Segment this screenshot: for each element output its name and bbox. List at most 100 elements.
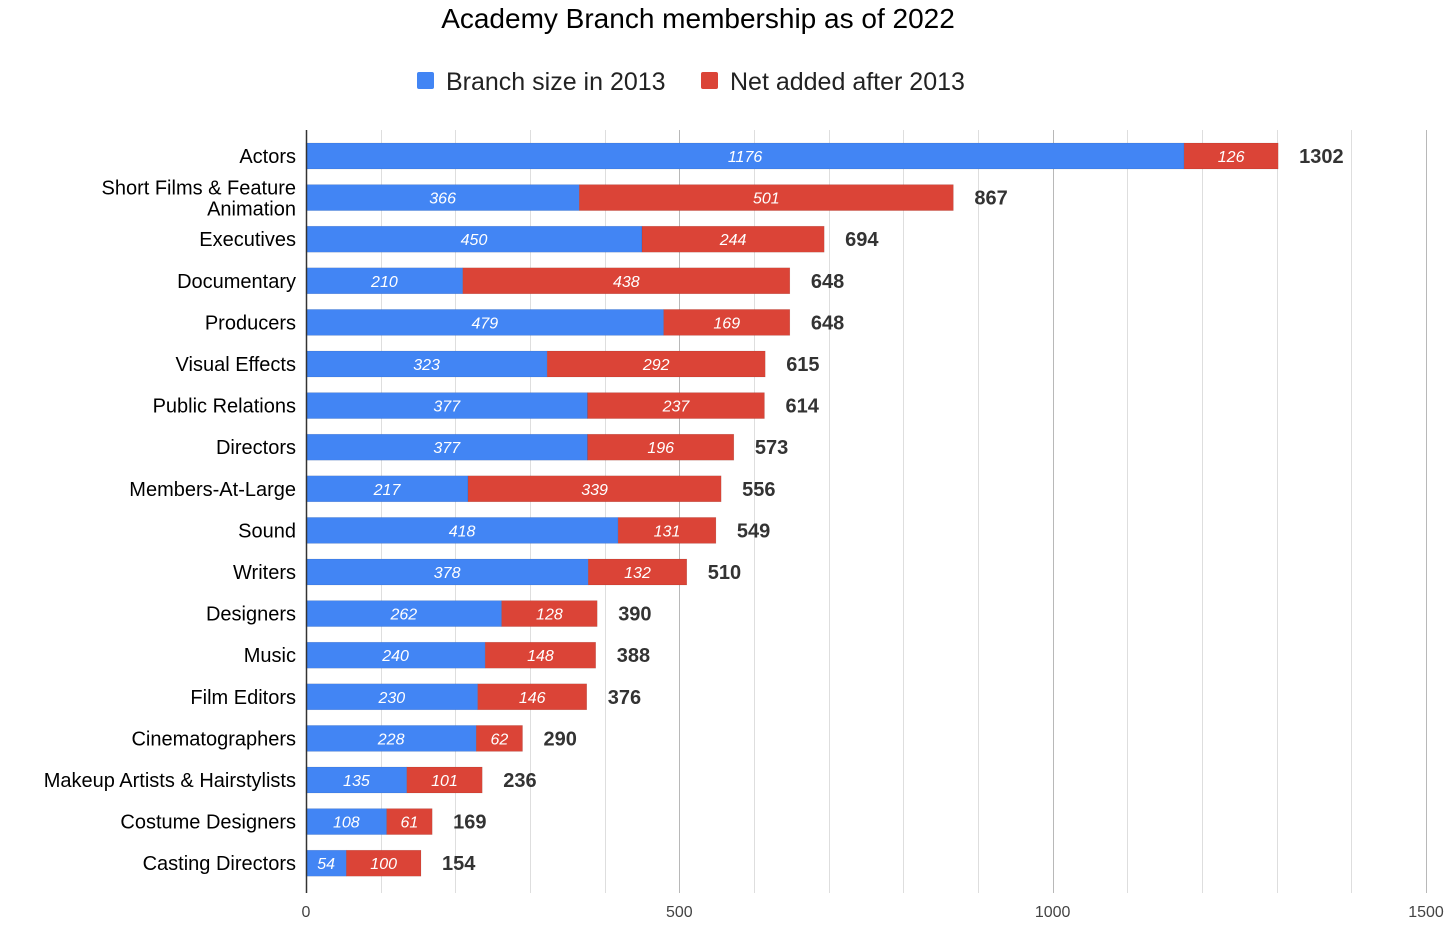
total-value-label: 549 (737, 520, 770, 542)
bar-segment (617, 517, 717, 544)
segment-value-label: 210 (370, 274, 398, 291)
total-value-label: 290 (544, 728, 577, 750)
segment-value-label: 244 (719, 232, 747, 249)
segment-value-label: 377 (433, 399, 461, 416)
bar-segment (467, 475, 722, 503)
segment-value-label: 148 (527, 648, 554, 665)
bars: 1176 126 366 501 450 244 210 438 479 169 323 292 377… (305, 142, 1279, 877)
segment-value-label: 217 (373, 482, 402, 499)
bar-segment (305, 350, 548, 378)
category-label: Costume Designers (120, 812, 296, 834)
bar-segment (305, 433, 588, 461)
segment-value-label: 146 (519, 690, 546, 707)
segment-value-label: 61 (401, 815, 419, 832)
segment-value-label: 100 (370, 856, 397, 873)
category-label: Cinematographers (131, 728, 296, 750)
segment-value-label: 377 (433, 440, 461, 457)
segment-value-label: 237 (662, 399, 691, 416)
legend-label-branch-2013: Branch size in 2013 (446, 68, 666, 96)
bar-segment (346, 849, 422, 877)
bar-segment (305, 184, 580, 211)
bar-segment (305, 517, 619, 544)
segment-value-label: 240 (381, 648, 409, 665)
segment-value-label: 418 (449, 523, 476, 540)
segment-value-label: 292 (642, 357, 670, 374)
total-value-label: 154 (442, 853, 476, 875)
segment-value-label: 339 (581, 482, 608, 499)
segment-value-label: 108 (333, 815, 360, 832)
total-value-label: 388 (617, 645, 650, 667)
total-value-label: 169 (453, 812, 486, 834)
bar-segment (305, 267, 464, 295)
bar-segment (305, 641, 486, 669)
bar-segment (546, 350, 766, 378)
category-label: Documentary (177, 271, 296, 293)
bar-segment (475, 725, 523, 752)
total-value-label: 390 (618, 604, 651, 626)
segment-value-label: 378 (434, 565, 461, 582)
bar-segment (386, 808, 433, 835)
legend-label-net-added: Net added after 2013 (730, 68, 965, 96)
segment-value-label: 126 (1218, 149, 1245, 166)
segment-value-label: 131 (654, 523, 681, 540)
chart-title: Academy Branch membership as of 2022 (441, 3, 955, 34)
total-value-label: 510 (708, 562, 741, 584)
total-value-label: 694 (845, 229, 879, 251)
bar-segment (641, 225, 825, 253)
segment-value-label: 228 (377, 731, 405, 748)
total-value-label: 556 (742, 479, 775, 501)
bar-segment (477, 683, 587, 711)
segment-value-label: 135 (343, 773, 370, 790)
category-label: Members-At-Large (129, 479, 296, 501)
segment-value-label: 438 (613, 274, 640, 291)
segment-value-label: 1176 (728, 149, 763, 166)
gridlines (381, 130, 1427, 893)
category-label: Sound (238, 520, 296, 542)
segment-value-label: 62 (490, 731, 508, 748)
segment-value-label: 132 (624, 565, 651, 582)
segment-value-label: 169 (713, 315, 740, 332)
segment-value-label: 501 (753, 191, 780, 208)
segment-value-label: 262 (389, 607, 417, 624)
category-label: Executives (199, 229, 296, 251)
category-label: Writers (233, 562, 296, 584)
x-tick-label: 500 (666, 904, 693, 921)
bar-segment (579, 184, 954, 211)
bar-segment (587, 392, 765, 419)
segment-value-label: 450 (461, 232, 488, 249)
bar-segment (305, 849, 347, 877)
legend: Branch size in 2013 Net added after 2013 (417, 68, 965, 96)
total-value-label: 615 (786, 354, 819, 376)
segment-value-label: 196 (647, 440, 674, 457)
category-label: Designers (206, 604, 296, 626)
bar-segment (305, 683, 478, 711)
category-label: Music (244, 645, 296, 667)
bar-segment (406, 766, 483, 794)
category-label: Actors (239, 146, 296, 168)
category-label: Casting Directors (143, 853, 296, 875)
segment-value-label: 54 (317, 856, 335, 873)
category-label: Visual Effects (176, 354, 296, 376)
legend-swatch-branch-2013 (417, 72, 434, 89)
bar-segment (587, 433, 735, 461)
bar-segment (462, 267, 791, 295)
x-tick-label: 0 (302, 904, 311, 921)
segment-value-label: 479 (471, 315, 498, 332)
x-axis-ticks: 0 500 1000 1500 (302, 904, 1444, 921)
bar-segment (305, 142, 1185, 170)
segment-value-label: 101 (431, 773, 458, 790)
total-value-label: 573 (755, 437, 788, 459)
x-tick-label: 1500 (1408, 904, 1444, 921)
bar-segment (305, 558, 589, 586)
bar-segment (305, 725, 477, 752)
bar-segment (305, 309, 664, 336)
total-value-label: 236 (503, 770, 536, 792)
category-label: Makeup Artists & Hairstylists (44, 770, 296, 792)
total-value-label: 1302 (1299, 146, 1344, 168)
category-label: Short Films & Feature Animation (101, 178, 296, 221)
bar-segment (305, 600, 502, 627)
category-label: Public Relations (153, 396, 296, 418)
bar-segment (305, 225, 643, 253)
segment-value-label: 366 (429, 191, 456, 208)
